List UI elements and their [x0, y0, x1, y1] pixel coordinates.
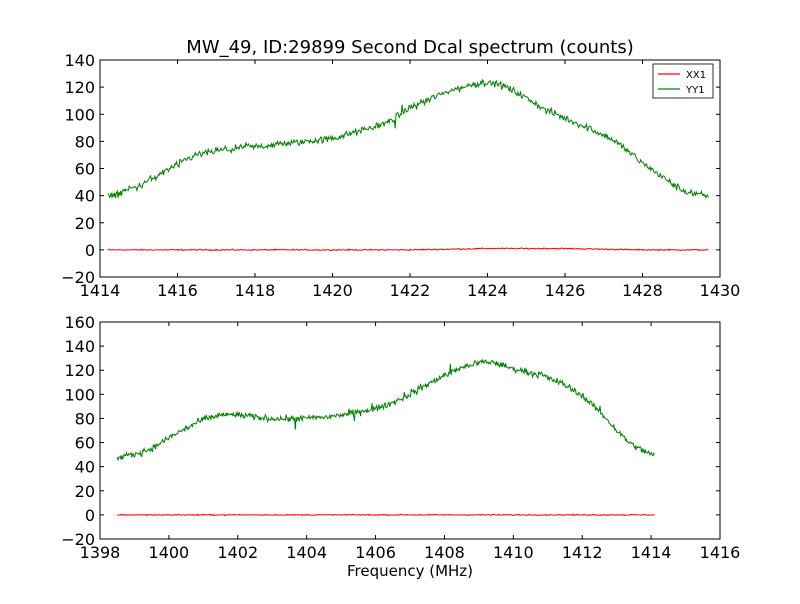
y-tick-label: 140	[64, 337, 95, 356]
x-tick-label: 1412	[562, 543, 603, 562]
y-tick-label: 20	[75, 214, 95, 233]
y-tick-label: 80	[75, 132, 95, 151]
y-tick-label: −20	[61, 268, 95, 287]
y-tick-label: −20	[61, 530, 95, 549]
x-tick-label: 1426	[545, 281, 586, 300]
y-tick-label: 100	[64, 105, 95, 124]
x-tick-label: 1420	[312, 281, 353, 300]
x-tick-label: 1416	[157, 281, 198, 300]
panel-2: 1398 1400 1402 1404 1406 1408 1410 1412 1414 1416…	[61, 313, 740, 580]
y-tick-label: 160	[64, 313, 95, 332]
x-tick-label: 1398	[80, 543, 121, 562]
x-tick-label: 1400	[149, 543, 190, 562]
x-tick-label: 1428	[622, 281, 663, 300]
y-tick-label: 140	[64, 51, 95, 70]
x-tick-label: 1418	[235, 281, 276, 300]
x-tick-label: 1402	[217, 543, 258, 562]
x-tick-label: 1414	[80, 281, 121, 300]
plot-frame	[99, 59, 721, 278]
legend-box	[652, 63, 714, 99]
x-tick-label: 1410	[493, 543, 534, 562]
x-tick-label: 1414	[631, 543, 672, 562]
y-tick-label: 20	[75, 482, 95, 501]
x-tick-label: 1416	[700, 543, 741, 562]
legend-label: YY1	[685, 85, 705, 96]
y-tick-label: 120	[64, 361, 95, 380]
y-tick-label: 0	[85, 506, 95, 525]
y-tick-label: 0	[85, 241, 95, 260]
series-line-xx1	[116, 513, 655, 517]
panel-1: 1414 1416 1418 1420 1422 1424 1426 1428 1430 −20 0…	[61, 37, 740, 300]
x-tick-label: 1408	[424, 543, 465, 562]
x-axis-label: Frequency (MHz)	[347, 562, 473, 580]
y-tick-label: 60	[75, 434, 95, 453]
legend-label: XX1	[686, 70, 706, 81]
series-line-yy1	[116, 358, 655, 462]
x-tick-label: 1404	[286, 543, 327, 562]
chart-title: MW_49, ID:29899 Second Dcal spectrum (co…	[186, 37, 633, 58]
plot-frame	[99, 321, 721, 540]
y-tick-label: 100	[64, 385, 95, 404]
y-tick-label: 40	[75, 458, 95, 477]
x-tick-label: 1406	[355, 543, 396, 562]
series-line-xx1	[107, 247, 709, 252]
y-tick-label: 40	[75, 187, 95, 206]
y-tick-label: 120	[64, 78, 95, 97]
x-tick-label: 1424	[467, 281, 508, 300]
y-tick-label: 60	[75, 160, 95, 179]
series-line-yy1	[107, 78, 709, 199]
x-tick-label: 1422	[390, 281, 431, 300]
y-tick-label: 80	[75, 409, 95, 428]
x-tick-label: 1430	[700, 281, 741, 300]
